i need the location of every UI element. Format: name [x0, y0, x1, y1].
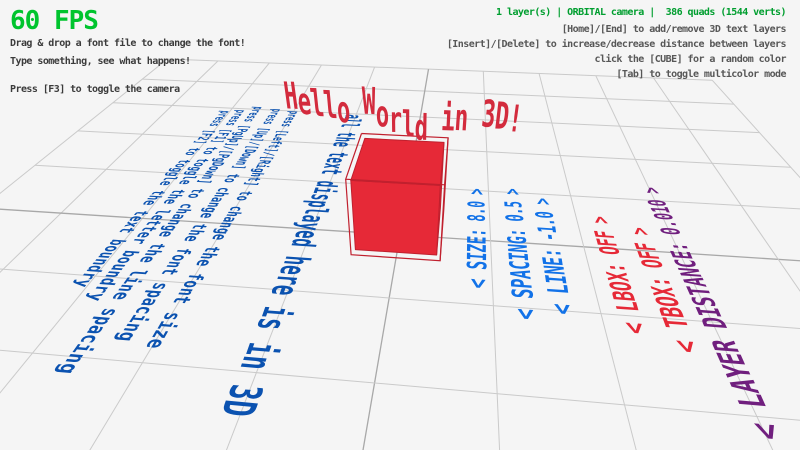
glyph: 0 [462, 200, 491, 209]
glyph: e [326, 141, 359, 148]
glyph: < [613, 320, 655, 336]
status-line: 1 layer(s) | ORBITAL camera | 386 quads … [496, 7, 787, 18]
glyph: t [114, 226, 141, 234]
glyph: o [231, 195, 255, 202]
instruction-camera-key: Press [F3] to toggle the camera [10, 84, 180, 95]
glyph: < [460, 277, 495, 290]
tip-cube-color: click the [CUBE] for a random color [594, 54, 787, 65]
glyph: 0 [529, 210, 560, 220]
glyph: 5 [498, 200, 528, 209]
glyph: < [542, 302, 581, 316]
glyph: s [277, 123, 296, 128]
glyph: e [190, 258, 219, 268]
glyph: d [414, 105, 429, 149]
glyph: g [51, 362, 87, 376]
glyph: > [622, 226, 656, 236]
tip-multicolor: [Tab] to toggle multicolor mode [616, 69, 786, 80]
glyph: o [219, 177, 242, 184]
glyph: > [498, 187, 526, 196]
glyph: 0 [641, 198, 673, 208]
glyph: > [527, 197, 557, 206]
glyph: n [453, 95, 470, 140]
glyph: o [198, 150, 220, 155]
glyph: : [500, 227, 532, 238]
glyph: ] [228, 164, 250, 170]
glyph: F [628, 241, 663, 252]
glyph: > [462, 187, 490, 196]
glyph: y [81, 292, 112, 302]
glyph: e [195, 212, 220, 219]
glyph: e [155, 180, 178, 187]
glyph: ] [193, 178, 216, 185]
tip-layers: [Home]/[End] to add/remove 3D text layer… [561, 24, 787, 35]
glyph: r [126, 237, 154, 245]
glyph: t [167, 294, 198, 305]
glyph: o [182, 192, 207, 199]
glyph: o [335, 87, 352, 132]
glyph: F [588, 229, 621, 240]
glyph: ] [207, 139, 228, 144]
glyph: e [174, 179, 198, 186]
glyph: : [660, 241, 696, 252]
glyph: s [205, 122, 225, 127]
glyph: < [506, 307, 544, 321]
glyph: e [153, 230, 180, 238]
tip-layer-distance: [Insert]/[Delete] to increase/decrease d… [446, 39, 787, 50]
glyph: e [179, 234, 205, 243]
glyph: : [640, 275, 679, 288]
glyph: s [221, 122, 241, 127]
glyph: g [111, 330, 144, 343]
glyph: > [583, 215, 616, 225]
glyph: ] [190, 139, 211, 145]
glyph: : [596, 261, 633, 274]
glyph: : [461, 227, 492, 238]
instruction-type: Type something, see what happens! [10, 56, 191, 67]
glyph: > [635, 186, 667, 195]
fps-counter: 60 FPS [10, 6, 99, 36]
glyph: ] [240, 180, 263, 187]
glyph: : [534, 247, 568, 259]
glyph: e [138, 199, 163, 206]
glyph: s [259, 120, 278, 125]
glyph: e [207, 233, 233, 241]
glyph: e [140, 337, 173, 350]
instruction-drag-drop: Drag & drop a font file to change the fo… [10, 38, 246, 49]
glyph: o [180, 151, 202, 156]
glyph: e [158, 198, 183, 205]
cube[interactable] [344, 132, 449, 262]
glyph: s [240, 118, 259, 123]
glyph: t [156, 267, 185, 276]
glyph: y [68, 278, 99, 288]
